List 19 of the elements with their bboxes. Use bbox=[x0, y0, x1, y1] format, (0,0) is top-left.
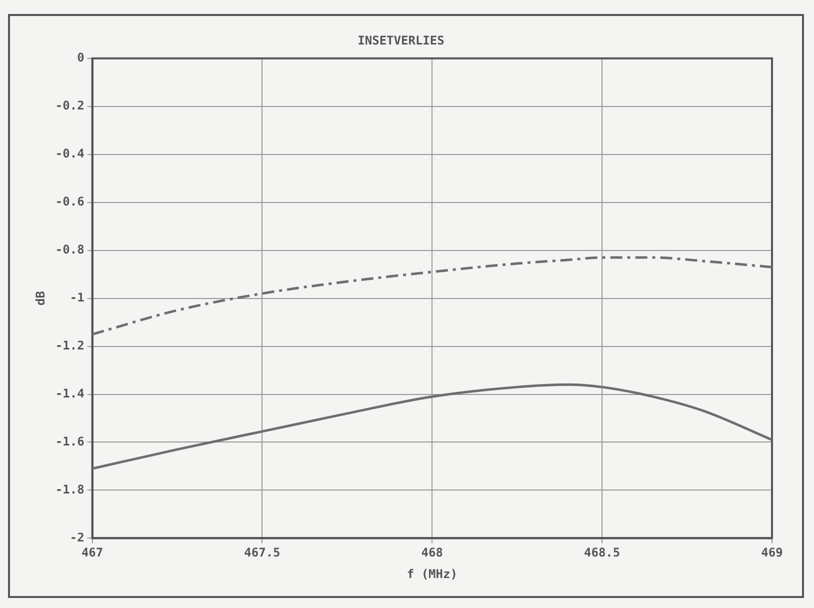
y-tick-label: -0.4 bbox=[55, 146, 84, 160]
y-tick-label: -2 bbox=[70, 530, 84, 544]
y-tick-label: -1.4 bbox=[55, 386, 84, 400]
x-tick-label: 467 bbox=[81, 546, 104, 560]
y-tick-label: -1.6 bbox=[55, 434, 84, 448]
y-tick-label: -1 bbox=[70, 290, 84, 304]
x-tick-label: 467.5 bbox=[244, 546, 280, 560]
x-tick-label: 468.5 bbox=[584, 546, 620, 560]
x-tick-label: 469 bbox=[761, 546, 783, 560]
y-tick-label: -1.8 bbox=[55, 482, 84, 496]
y-tick-label: -0.6 bbox=[55, 194, 84, 208]
y-tick-label: -0.8 bbox=[55, 242, 84, 256]
y-tick-label: -0.2 bbox=[55, 98, 84, 113]
y-tick-label: -1.2 bbox=[55, 338, 84, 352]
y-axis-title: dB bbox=[33, 291, 48, 306]
x-axis-title: f (MHz) bbox=[406, 566, 458, 581]
y-tick-label: 0 bbox=[77, 50, 84, 65]
chart-title: INSETVERLIES bbox=[358, 33, 444, 48]
x-tick-label: 468 bbox=[421, 546, 443, 560]
